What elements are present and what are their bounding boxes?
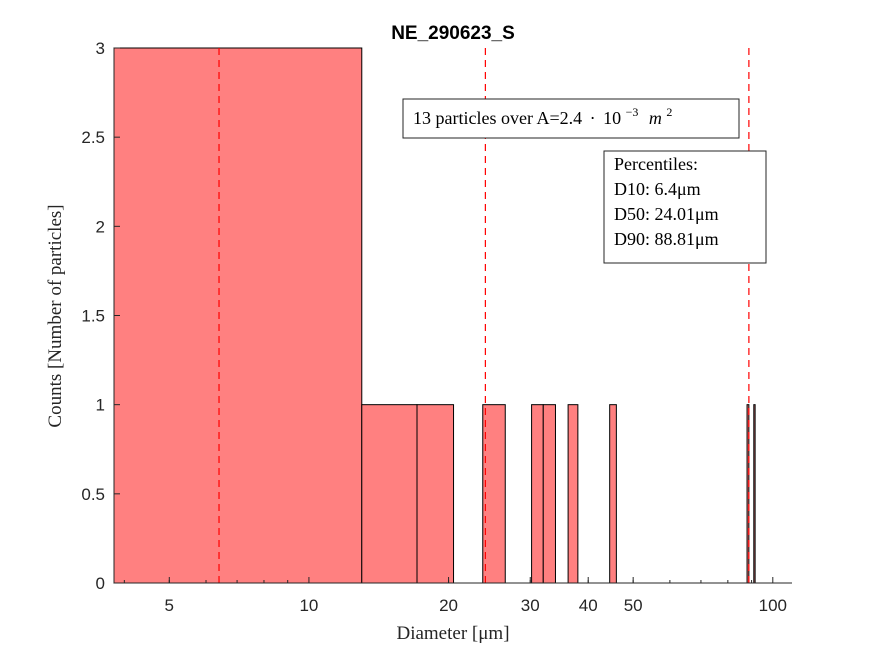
chart-title: NE_290623_S <box>391 23 515 44</box>
annotation-text: 13 particles over A=2.4 · 10 −3 m 2 <box>413 100 672 128</box>
histogram-bar-6 <box>567 404 579 584</box>
histogram-bar-4 <box>531 404 544 584</box>
y-tick-label: 0 <box>96 574 105 593</box>
annotation-box: 13 particles over A=2.4 · 10 −3 m 2 <box>402 98 740 139</box>
bars-layer <box>113 47 756 584</box>
x-tick-label: 30 <box>521 596 540 615</box>
x-tick-label: 10 <box>299 596 318 615</box>
percentile-d90-text: D90: 88.81μm <box>614 229 719 249</box>
histogram-bar-3 <box>482 404 506 584</box>
histogram-bar-7 <box>609 404 617 584</box>
y-tick-label: 2 <box>96 217 105 236</box>
x-ticks: 5 10 20 30 40 50 100 <box>123 577 787 615</box>
x-tick-label: 40 <box>579 596 598 615</box>
percentile-d50-text: D50: 24.01μm <box>614 204 719 224</box>
y-ticks: 0 0.5 1 1.5 2 2.5 3 <box>81 39 120 593</box>
x-tick-label: 5 <box>165 596 174 615</box>
y-tick-label: 2.5 <box>81 128 105 147</box>
y-tick-label: 1.5 <box>81 307 105 326</box>
y-tick-label: 1 <box>96 396 105 415</box>
x-tick-label: 100 <box>759 596 787 615</box>
percentiles-title: Percentiles: <box>614 154 698 174</box>
percentile-d10-text: D10: 6.4μm <box>614 179 701 199</box>
x-tick-label: 20 <box>439 596 458 615</box>
histogram-bar-5 <box>542 404 556 584</box>
x-axis-label: Diameter [μm] <box>396 623 509 644</box>
y-axis-label: Counts [Number of particles] <box>45 204 66 427</box>
histogram-bar-1 <box>361 404 418 584</box>
y-tick-label: 0.5 <box>81 485 105 504</box>
histogram-bar-9 <box>753 404 756 584</box>
histogram-bar-0 <box>113 47 363 584</box>
x-tick-label: 50 <box>624 596 643 615</box>
percentiles-box: Percentiles: D10: 6.4μm D50: 24.01μm D90… <box>603 150 767 264</box>
y-tick-label: 3 <box>96 39 105 58</box>
histogram-bar-2 <box>416 404 455 584</box>
